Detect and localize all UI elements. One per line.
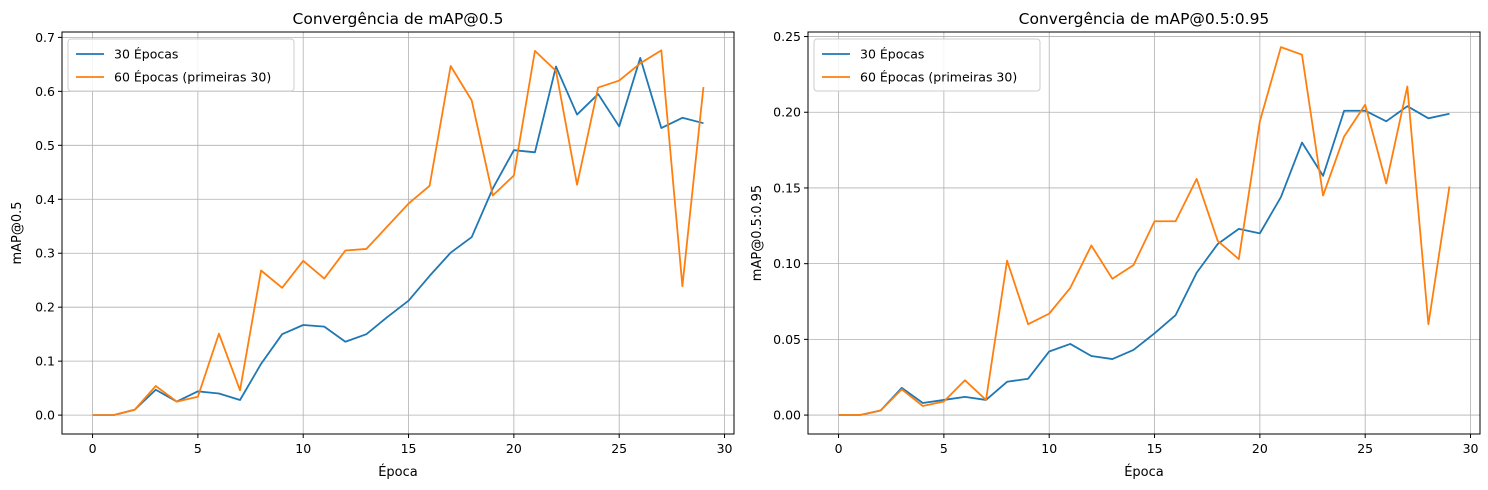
y-tick-label: 0.1	[35, 354, 55, 369]
chart-title: Convergência de mAP@0.5:0.95	[1019, 10, 1270, 28]
y-tick-label: 0.0	[35, 408, 55, 423]
y-tick-label: 0.20	[773, 105, 801, 120]
y-tick-label: 0.10	[773, 256, 801, 271]
y-tick-label: 0.7	[35, 30, 55, 45]
x-tick-label: 30	[1463, 441, 1479, 456]
y-tick-label: 0.2	[35, 300, 55, 315]
x-tick-label: 5	[194, 441, 202, 456]
x-tick-label: 25	[1357, 441, 1373, 456]
legend-label: 30 Épocas	[114, 47, 178, 62]
legend: 30 Épocas 60 Épocas (primeiras 30)	[67, 38, 295, 92]
x-tick-label: 30	[717, 441, 733, 456]
y-axis-label: mAP@0.5:0.95	[750, 185, 765, 281]
legend-label: 60 Épocas (primeiras 30)	[860, 70, 1017, 85]
axes-frame	[807, 31, 1481, 435]
x-tick-label: 20	[506, 441, 522, 456]
y-tick-label: 0.25	[773, 29, 801, 44]
legend-box	[67, 38, 295, 92]
x-tick-label: 25	[611, 441, 627, 456]
y-tick-label: 0.6	[35, 84, 55, 99]
x-tick-label: 10	[1041, 441, 1057, 456]
series-line-1	[92, 57, 704, 417]
x-tick-label: 0	[835, 441, 843, 456]
y-tick-label: 0.15	[773, 180, 801, 195]
x-tick-label: 20	[1252, 441, 1268, 456]
y-axis-label: mAP@0.5	[10, 201, 25, 264]
y-tick-label: 0.3	[35, 246, 55, 261]
series-line-1	[838, 105, 1450, 416]
chart-1: 0 5 10 15 20 25 30 0.0 0.1 0.2 0.3 0.4 0.5 0.6 0.7 Conv…	[10, 10, 735, 480]
series-line-2	[92, 49, 705, 417]
x-axis-label: Época	[1124, 464, 1164, 480]
legend-label: 60 Épocas (primeiras 30)	[114, 70, 271, 85]
x-tick-label: 5	[940, 441, 948, 456]
chart-2: 0 5 10 15 20 25 30 0.00 0.05 0.10 0.15 0.20 0.25 Conv…	[750, 10, 1481, 480]
x-axis-label: Época	[378, 464, 418, 480]
x-tick-label: 15	[1147, 441, 1163, 456]
y-tick-label: 0.5	[35, 138, 55, 153]
legend-box	[813, 38, 1041, 92]
x-tick-label: 10	[295, 441, 311, 456]
y-tick-label: 0.4	[35, 192, 55, 207]
legend: 30 Épocas 60 Épocas (primeiras 30)	[813, 38, 1041, 92]
chart-title: Convergência de mAP@0.5	[293, 10, 504, 28]
y-tick-label: 0.00	[773, 408, 801, 423]
axes-frame	[61, 31, 735, 435]
legend-label: 30 Épocas	[860, 47, 924, 62]
y-tick-label: 0.05	[773, 332, 801, 347]
x-tick-label: 0	[89, 441, 97, 456]
series-line-2	[838, 46, 1451, 416]
x-tick-label: 15	[401, 441, 417, 456]
